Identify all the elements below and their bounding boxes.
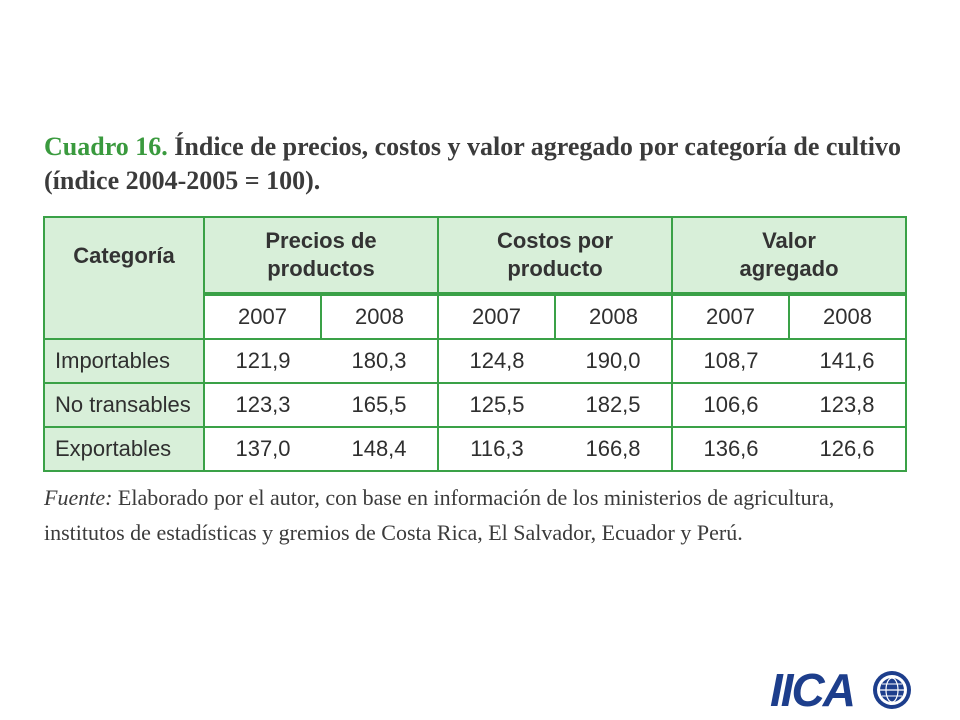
year-cell: 2007: [671, 292, 789, 339]
year-row: 2007 2008 2007 2008 2007 2008: [44, 292, 906, 339]
table-row: Exportables 137,0 148,4 116,3 166,8 136,…: [44, 426, 906, 471]
year-cell: 2007: [203, 292, 321, 339]
value-cell: 125,5: [437, 382, 555, 427]
source-note: Fuente: Elaborado por el autor, con base…: [44, 480, 910, 550]
row-category: Importables: [44, 338, 204, 383]
category-header: Categoría: [44, 217, 204, 294]
caption-number: Cuadro 16.: [44, 132, 168, 161]
year-row-blank: [44, 294, 204, 339]
source-label: Fuente:: [44, 485, 113, 510]
row-category: Exportables: [44, 426, 204, 471]
year-cell: 2008: [788, 292, 906, 339]
group-header-prices: Precios de productos: [203, 217, 438, 294]
value-cell: 136,6: [671, 426, 789, 471]
value-cell: 148,4: [321, 426, 438, 471]
value-cell: 124,8: [437, 338, 555, 383]
table-caption: Cuadro 16. Índice de precios, costos y v…: [44, 130, 914, 198]
group-header-line: Precios de: [265, 228, 377, 253]
value-cell: 165,5: [321, 382, 438, 427]
group-header-value-added: Valor agregado: [671, 217, 906, 294]
value-cell: 106,6: [671, 382, 789, 427]
group-header-costs: Costos por producto: [437, 217, 672, 294]
caption-text: Índice de precios, costos y valor agrega…: [44, 132, 902, 195]
index-table: Categoría Precios de productos Costos po…: [43, 216, 907, 472]
logo-text: IICA: [770, 664, 854, 714]
iica-logo: IICA: [770, 664, 911, 714]
value-cell: 182,5: [555, 382, 672, 427]
value-cell: 123,3: [203, 382, 321, 427]
value-cell: 116,3: [437, 426, 555, 471]
value-cell: 137,0: [203, 426, 321, 471]
table-row: No transables 123,3 165,5 125,5 182,5 10…: [44, 382, 906, 427]
year-cell: 2008: [554, 292, 672, 339]
year-cell: 2007: [437, 292, 555, 339]
globe-icon: [873, 671, 911, 709]
header-row: Categoría Precios de productos Costos po…: [44, 217, 906, 294]
year-cell: 2008: [320, 292, 438, 339]
group-header-line: Costos por: [496, 228, 614, 253]
group-header-line: agregado: [739, 256, 839, 281]
value-cell: 126,6: [789, 426, 906, 471]
value-cell: 108,7: [671, 338, 789, 383]
value-cell: 180,3: [321, 338, 438, 383]
value-cell: 166,8: [555, 426, 672, 471]
table-row: Importables 121,9 180,3 124,8 190,0 108,…: [44, 338, 906, 383]
group-header-line: Valor: [762, 228, 816, 253]
value-cell: 121,9: [203, 338, 321, 383]
value-cell: 141,6: [789, 338, 906, 383]
source-text: Elaborado por el autor, con base en info…: [44, 485, 835, 545]
group-header-line: productos: [267, 256, 375, 281]
row-category: No transables: [44, 382, 204, 427]
group-header-line: producto: [507, 256, 603, 281]
value-cell: 190,0: [555, 338, 672, 383]
value-cell: 123,8: [789, 382, 906, 427]
